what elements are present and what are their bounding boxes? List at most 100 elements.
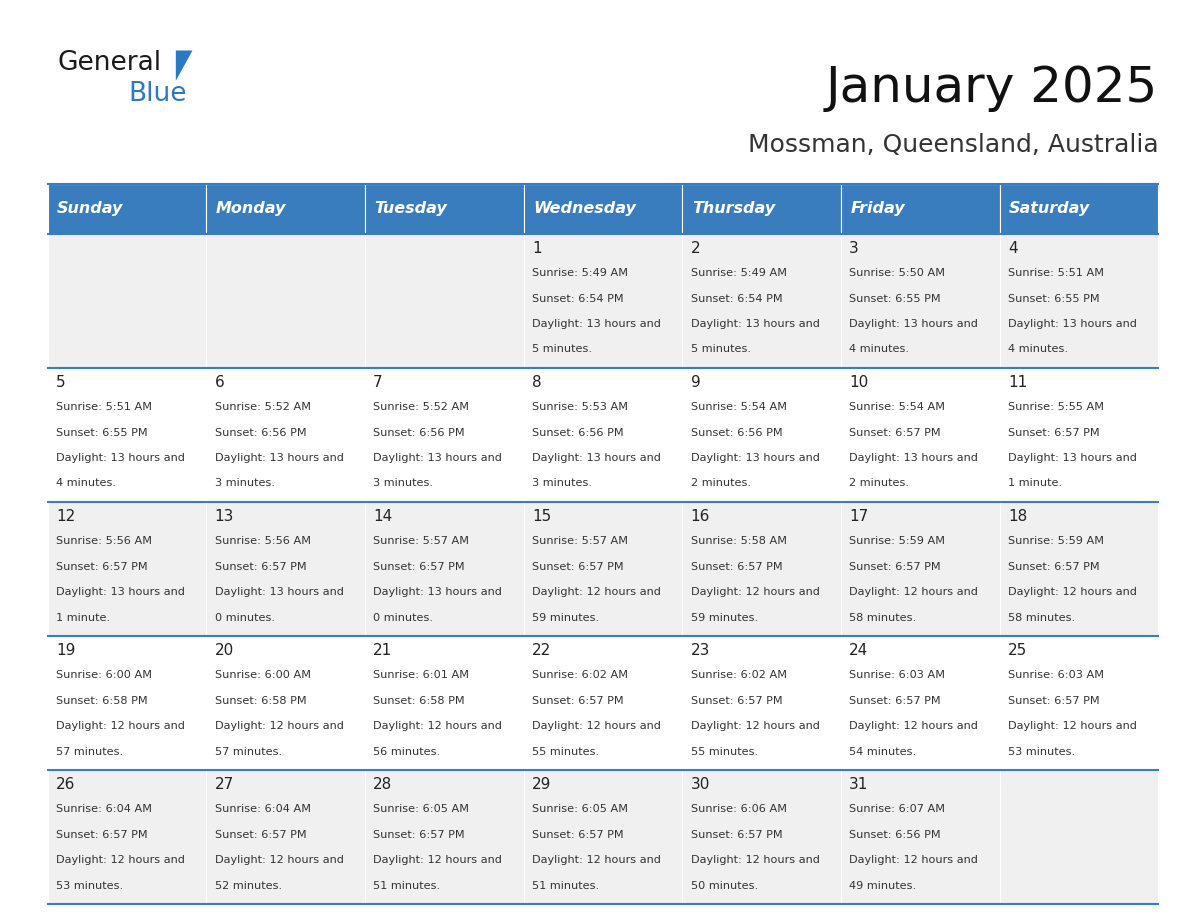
Bar [682, 770, 841, 904]
Text: 52 minutes.: 52 minutes. [215, 880, 282, 890]
Text: Daylight: 12 hours and: Daylight: 12 hours and [56, 721, 184, 731]
Text: Wednesday: Wednesday [533, 201, 636, 217]
Text: 7: 7 [373, 375, 383, 389]
Text: Sunset: 6:57 PM: Sunset: 6:57 PM [690, 562, 782, 572]
Text: 2 minutes.: 2 minutes. [849, 478, 909, 488]
Text: Thursday: Thursday [691, 201, 775, 217]
Text: Sunset: 6:56 PM: Sunset: 6:56 PM [373, 428, 465, 438]
Text: Daylight: 12 hours and: Daylight: 12 hours and [373, 855, 503, 865]
Text: Sunset: 6:56 PM: Sunset: 6:56 PM [690, 428, 782, 438]
Text: Mossman, Queensland, Australia: Mossman, Queensland, Australia [747, 133, 1158, 157]
Text: Sunrise: 6:02 AM: Sunrise: 6:02 AM [690, 670, 786, 680]
Bar [365, 636, 524, 770]
Text: Sunrise: 6:06 AM: Sunrise: 6:06 AM [690, 804, 786, 814]
Text: 28: 28 [373, 777, 392, 791]
Text: 31: 31 [849, 777, 868, 791]
Text: 54 minutes.: 54 minutes. [849, 746, 916, 756]
Text: 50 minutes.: 50 minutes. [690, 880, 758, 890]
Bar [207, 636, 365, 770]
Text: 11: 11 [1007, 375, 1028, 389]
Text: 2: 2 [690, 241, 700, 255]
Text: Sunrise: 6:04 AM: Sunrise: 6:04 AM [215, 804, 310, 814]
Bar [999, 184, 1158, 234]
Bar [524, 770, 682, 904]
Text: 23: 23 [690, 643, 710, 657]
Text: January 2025: January 2025 [826, 64, 1158, 112]
Text: Sunrise: 5:57 AM: Sunrise: 5:57 AM [532, 536, 628, 546]
Text: 1 minute.: 1 minute. [1007, 478, 1062, 488]
Text: Daylight: 13 hours and: Daylight: 13 hours and [690, 453, 820, 463]
Text: Sunrise: 5:56 AM: Sunrise: 5:56 AM [215, 536, 310, 546]
Text: Sunrise: 5:59 AM: Sunrise: 5:59 AM [1007, 536, 1104, 546]
Text: 21: 21 [373, 643, 392, 657]
Bar [48, 502, 207, 636]
Text: 26: 26 [56, 777, 75, 791]
Text: Sunrise: 6:00 AM: Sunrise: 6:00 AM [56, 670, 152, 680]
Text: 10: 10 [849, 375, 868, 389]
Text: Sunrise: 6:07 AM: Sunrise: 6:07 AM [849, 804, 946, 814]
Text: Sunset: 6:57 PM: Sunset: 6:57 PM [1007, 696, 1100, 706]
Text: Sunrise: 6:00 AM: Sunrise: 6:00 AM [215, 670, 310, 680]
Text: Sunset: 6:55 PM: Sunset: 6:55 PM [849, 294, 941, 304]
Text: 3 minutes.: 3 minutes. [373, 478, 434, 488]
Bar [841, 184, 999, 234]
Bar [365, 770, 524, 904]
Text: Sunrise: 5:50 AM: Sunrise: 5:50 AM [849, 268, 946, 278]
Text: 27: 27 [215, 777, 234, 791]
Text: 4 minutes.: 4 minutes. [849, 344, 909, 354]
Text: 15: 15 [532, 509, 551, 523]
Text: Sunset: 6:58 PM: Sunset: 6:58 PM [373, 696, 465, 706]
Text: Daylight: 12 hours and: Daylight: 12 hours and [532, 721, 661, 731]
Text: Sunset: 6:54 PM: Sunset: 6:54 PM [690, 294, 782, 304]
Text: Sunset: 6:57 PM: Sunset: 6:57 PM [690, 696, 782, 706]
Bar [999, 636, 1158, 770]
Text: Sunrise: 6:01 AM: Sunrise: 6:01 AM [373, 670, 469, 680]
Text: 59 minutes.: 59 minutes. [532, 612, 599, 622]
Text: 53 minutes.: 53 minutes. [1007, 746, 1075, 756]
Text: Daylight: 13 hours and: Daylight: 13 hours and [1007, 453, 1137, 463]
Bar [682, 502, 841, 636]
Text: Daylight: 12 hours and: Daylight: 12 hours and [532, 855, 661, 865]
Text: 51 minutes.: 51 minutes. [532, 880, 599, 890]
Text: 19: 19 [56, 643, 75, 657]
Bar [999, 234, 1158, 368]
Text: 18: 18 [1007, 509, 1028, 523]
Text: Sunrise: 6:03 AM: Sunrise: 6:03 AM [1007, 670, 1104, 680]
Text: Sunset: 6:54 PM: Sunset: 6:54 PM [532, 294, 624, 304]
Bar [524, 368, 682, 502]
Text: 3 minutes.: 3 minutes. [215, 478, 274, 488]
Text: Sunrise: 5:49 AM: Sunrise: 5:49 AM [532, 268, 628, 278]
Bar [365, 234, 524, 368]
Text: Daylight: 13 hours and: Daylight: 13 hours and [849, 453, 978, 463]
Bar [841, 636, 999, 770]
Text: Blue: Blue [128, 81, 187, 106]
Bar [841, 234, 999, 368]
Bar [207, 234, 365, 368]
Text: 25: 25 [1007, 643, 1028, 657]
Text: Sunset: 6:57 PM: Sunset: 6:57 PM [690, 830, 782, 840]
Text: Sunrise: 6:05 AM: Sunrise: 6:05 AM [373, 804, 469, 814]
Text: Sunrise: 6:02 AM: Sunrise: 6:02 AM [532, 670, 628, 680]
Text: Sunset: 6:58 PM: Sunset: 6:58 PM [215, 696, 307, 706]
Text: Sunrise: 5:52 AM: Sunrise: 5:52 AM [373, 402, 469, 412]
Text: Daylight: 12 hours and: Daylight: 12 hours and [215, 721, 343, 731]
Bar [365, 368, 524, 502]
Text: Sunrise: 5:56 AM: Sunrise: 5:56 AM [56, 536, 152, 546]
Bar [999, 770, 1158, 904]
Text: Sunrise: 5:59 AM: Sunrise: 5:59 AM [849, 536, 946, 546]
Text: Sunrise: 5:54 AM: Sunrise: 5:54 AM [690, 402, 786, 412]
Text: Sunset: 6:57 PM: Sunset: 6:57 PM [849, 562, 941, 572]
Text: Sunset: 6:57 PM: Sunset: 6:57 PM [532, 830, 624, 840]
Bar [48, 368, 207, 502]
Text: 0 minutes.: 0 minutes. [215, 612, 274, 622]
Text: Daylight: 13 hours and: Daylight: 13 hours and [56, 587, 184, 597]
Text: Monday: Monday [216, 201, 286, 217]
Bar [524, 184, 682, 234]
Text: 24: 24 [849, 643, 868, 657]
Text: 56 minutes.: 56 minutes. [373, 746, 441, 756]
Text: 0 minutes.: 0 minutes. [373, 612, 434, 622]
Text: Daylight: 12 hours and: Daylight: 12 hours and [690, 587, 820, 597]
Text: 53 minutes.: 53 minutes. [56, 880, 124, 890]
Text: Sunrise: 5:51 AM: Sunrise: 5:51 AM [56, 402, 152, 412]
Text: Saturday: Saturday [1009, 201, 1091, 217]
